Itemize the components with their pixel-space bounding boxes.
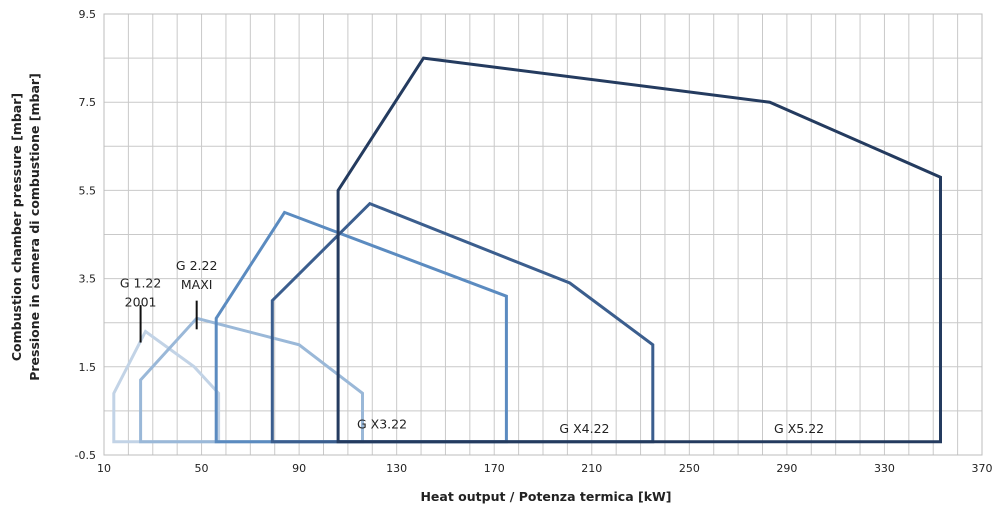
- y-tick-label: 5.5: [79, 184, 97, 197]
- series-outline: [336, 56, 942, 444]
- y-tick-label: -0.5: [75, 449, 96, 462]
- series-outline: [139, 316, 364, 444]
- x-axis-label: Heat output / Potenza termica [kW]: [420, 489, 671, 504]
- series-label: G X5.22: [774, 421, 824, 436]
- x-tick-label: 10: [97, 462, 111, 475]
- plot-frame: [103, 13, 983, 456]
- series-label: G 1.22: [120, 275, 162, 290]
- series-label: G X3.22: [357, 417, 407, 432]
- chart-series: [112, 56, 942, 444]
- y-axis-label-italian: Pressione in camera di combustione [mbar…: [27, 73, 42, 381]
- x-tick-label: 130: [386, 462, 407, 475]
- x-tick-label: 210: [581, 462, 602, 475]
- series-outline: [112, 329, 221, 444]
- x-tick-label: 50: [195, 462, 209, 475]
- y-axis-label-english: Combustion chamber pressure [mbar]: [9, 93, 24, 361]
- y-tick-label: 9.5: [79, 8, 97, 21]
- x-tick-label: 90: [292, 462, 306, 475]
- series-label: 2001: [125, 294, 157, 309]
- chart-tick-labels: 10 50 90 130 170 210 250 290 330 370 -0.5 1.5 3.5 5.5…: [75, 8, 993, 475]
- x-tick-label: 330: [874, 462, 895, 475]
- chart-series-labels: G 1.22 2001 G 2.22 MAXI G X3.22 G X4.22 G X5.2…: [120, 258, 824, 436]
- y-tick-label: 1.5: [79, 361, 97, 374]
- x-tick-label: 250: [679, 462, 700, 475]
- x-tick-label: 370: [972, 462, 993, 475]
- series-label: G 2.22: [176, 258, 218, 273]
- chart-grid: [103, 13, 983, 456]
- y-tick-label: 3.5: [79, 273, 97, 286]
- x-tick-label: 170: [484, 462, 505, 475]
- x-tick-label: 290: [776, 462, 797, 475]
- series-label: MAXI: [181, 277, 213, 292]
- y-tick-label: 7.5: [79, 96, 97, 109]
- series-label: G X4.22: [559, 421, 609, 436]
